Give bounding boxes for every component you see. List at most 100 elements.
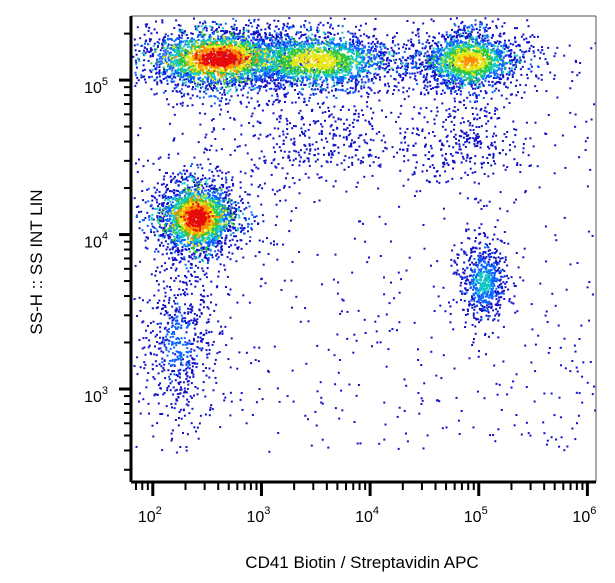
event-dot — [170, 33, 173, 36]
event-dot — [434, 51, 437, 54]
event-dot — [499, 252, 502, 255]
event-dot — [167, 342, 170, 345]
event-dot — [519, 83, 522, 86]
event-dot — [146, 379, 149, 382]
event-dot — [175, 71, 178, 74]
event-dot — [530, 70, 533, 73]
event-dot — [447, 164, 450, 166]
event-dot — [159, 322, 162, 325]
event-dot — [367, 60, 370, 63]
event-dot — [557, 324, 560, 327]
event-dot — [191, 257, 194, 260]
event-dot — [173, 294, 176, 297]
event-dot — [385, 51, 388, 54]
event-dot — [349, 90, 352, 93]
event-dot — [415, 133, 418, 136]
event-dot — [478, 126, 481, 128]
event-dot — [494, 83, 497, 85]
event-dot — [327, 446, 330, 449]
event-dot — [274, 151, 276, 153]
event-dot — [473, 143, 476, 146]
event-dot — [409, 76, 412, 79]
event-dot — [186, 355, 189, 358]
event-dot — [158, 63, 161, 66]
event-dot — [159, 219, 162, 222]
event-dot — [354, 89, 357, 92]
event-dot — [520, 433, 523, 436]
event-dot — [515, 79, 518, 82]
event-dot — [191, 365, 194, 368]
event-dot — [375, 330, 378, 333]
event-dot — [430, 264, 432, 267]
event-dot — [467, 134, 470, 137]
event-dot — [462, 277, 465, 280]
event-dot — [526, 73, 528, 76]
event-dot — [197, 33, 200, 36]
event-dot — [398, 406, 401, 409]
event-dot — [252, 125, 255, 128]
event-dot — [495, 259, 497, 262]
event-dot — [269, 39, 271, 42]
event-dot — [146, 211, 149, 214]
event-dot — [534, 85, 537, 88]
event-dot — [586, 136, 589, 139]
event-dot — [545, 310, 548, 313]
event-dot — [358, 220, 360, 223]
event-dot — [191, 309, 194, 312]
event-dot — [463, 132, 466, 135]
event-dot — [155, 20, 157, 23]
event-dot — [428, 42, 431, 44]
event-dot — [220, 82, 223, 85]
event-dot — [144, 363, 147, 366]
event-dot — [400, 105, 403, 107]
event-dot — [186, 325, 189, 327]
event-dot — [463, 252, 466, 255]
event-dot — [333, 105, 336, 108]
event-dot — [593, 103, 596, 106]
event-dot — [251, 414, 254, 416]
event-dot — [475, 134, 478, 137]
event-dot — [160, 365, 163, 368]
event-dot — [418, 51, 421, 54]
event-dot — [415, 54, 418, 57]
event-dot — [376, 52, 379, 55]
event-dot — [327, 91, 330, 94]
event-dot — [384, 223, 387, 226]
event-dot — [256, 120, 259, 123]
event-dot — [164, 262, 167, 265]
event-dot — [367, 95, 370, 98]
event-dot — [136, 356, 139, 359]
event-dot — [220, 245, 223, 248]
event-dot — [161, 370, 164, 373]
event-dot — [161, 47, 164, 50]
event-dot — [368, 149, 371, 152]
event-dot — [331, 27, 334, 30]
event-dot — [395, 67, 398, 70]
event-dot — [150, 71, 153, 73]
event-dot — [354, 81, 357, 84]
event-dot — [422, 164, 425, 167]
event-dot — [450, 130, 453, 133]
event-dot — [477, 301, 480, 304]
event-dot — [194, 285, 197, 288]
event-dot — [375, 56, 378, 59]
event-dot — [235, 28, 238, 31]
event-dot — [590, 47, 593, 50]
event-dot — [138, 220, 141, 223]
event-dot — [487, 253, 490, 256]
event-dot — [150, 32, 153, 35]
event-dot — [205, 189, 208, 192]
event-dot — [484, 233, 487, 236]
event-dot — [166, 172, 168, 174]
event-dot — [277, 86, 280, 89]
event-dot — [173, 113, 176, 116]
event-dot — [464, 146, 467, 148]
event-dot — [363, 86, 366, 89]
event-dot — [268, 100, 270, 103]
event-dot — [509, 143, 511, 146]
event-dot — [484, 17, 487, 20]
event-dot — [246, 96, 249, 99]
event-dot — [374, 56, 377, 59]
event-dot — [301, 130, 303, 133]
event-dot — [213, 362, 216, 365]
